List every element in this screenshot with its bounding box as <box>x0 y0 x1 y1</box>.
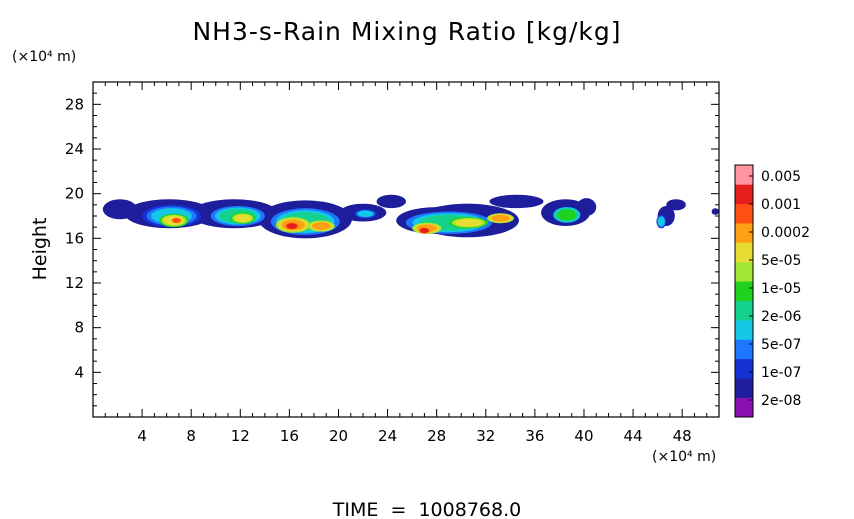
contour-region <box>657 216 665 227</box>
colorbar: 2e-08 1e-07 5e-07 2e-06 1e-05 5e-05 0.0002 0.00… <box>734 164 810 418</box>
colorbar-label: 5e-05 <box>761 253 801 269</box>
colorbar-label: 2e-08 <box>761 393 801 409</box>
plot-frame <box>92 81 720 418</box>
colorbar-label: 1e-05 <box>761 281 801 297</box>
x-tick-label: 36 <box>525 427 544 445</box>
x-unit-label: (×10⁴ m) <box>652 449 716 465</box>
colorbar-swatch <box>735 300 753 321</box>
y-tick-label: 4 <box>74 363 84 381</box>
contour-region <box>711 208 719 215</box>
colorbar-label: 1e-07 <box>761 365 801 381</box>
y-unit-label: (×10⁴ m) <box>12 49 76 65</box>
y-tick-label: 28 <box>65 95 84 113</box>
contour-region <box>576 198 597 216</box>
colorbar-swatch <box>735 339 753 360</box>
x-tick-label: 40 <box>574 427 593 445</box>
y-axis: 4 8 12 16 20 24 28 <box>65 92 719 407</box>
contour-region <box>172 218 181 223</box>
contour-field <box>102 194 719 239</box>
colorbar-label: 0.001 <box>761 197 801 213</box>
colorbar-frame <box>734 164 754 418</box>
contour-region <box>666 199 686 211</box>
chart-title: NH3-s-Rain Mixing Ratio [kg/kg] <box>192 17 621 46</box>
colorbar-swatch <box>735 320 753 340</box>
colorbar-swatch <box>735 223 753 243</box>
x-tick-label: 32 <box>476 427 495 445</box>
contour-region <box>557 209 577 221</box>
x-tick-label: 4 <box>137 427 147 445</box>
contour-region <box>376 194 406 209</box>
x-tick-label: 12 <box>231 427 250 445</box>
time-footer: TIME = 1008768.0 <box>332 499 521 519</box>
colorbar-swatch <box>735 378 753 398</box>
colorbar-swatch <box>735 242 753 263</box>
colorbar-swatch <box>735 203 753 224</box>
x-tick-label: 8 <box>186 427 196 445</box>
colorbar-label: 0.005 <box>761 169 801 185</box>
colorbar-swatch <box>735 165 753 185</box>
x-axis: 4 8 12 16 20 24 28 32 36 40 44 48 <box>104 82 708 445</box>
y-tick-label: 16 <box>65 229 84 247</box>
contour-region <box>420 228 429 233</box>
y-axis-label: Height <box>29 218 51 281</box>
colorbar-swatch <box>735 184 753 205</box>
y-tick-label: 12 <box>65 274 84 292</box>
contour-region <box>357 210 374 217</box>
x-tick-label: 44 <box>624 427 643 445</box>
contour-region <box>491 214 510 222</box>
colorbar-swatch <box>735 281 753 301</box>
colorbar-label: 5e-07 <box>761 337 801 353</box>
colorbar-label: 2e-06 <box>761 309 801 325</box>
x-tick-label: 20 <box>329 427 348 445</box>
contour-region <box>489 194 544 209</box>
contour-region <box>311 222 331 230</box>
contour-region <box>455 218 483 227</box>
colorbar-label: 0.0002 <box>761 225 810 241</box>
x-tick-label: 48 <box>673 427 692 445</box>
y-tick-label: 24 <box>65 140 84 158</box>
contour-region <box>234 214 252 223</box>
x-tick-label: 24 <box>378 427 397 445</box>
y-tick-label: 8 <box>74 319 84 337</box>
colorbar-swatch <box>735 261 753 282</box>
x-tick-label: 28 <box>427 427 446 445</box>
y-tick-label: 20 <box>65 185 84 203</box>
colorbar-swatch <box>735 397 753 418</box>
colorbar-swatch <box>735 358 753 379</box>
contour-region <box>286 223 297 229</box>
x-tick-label: 16 <box>280 427 299 445</box>
